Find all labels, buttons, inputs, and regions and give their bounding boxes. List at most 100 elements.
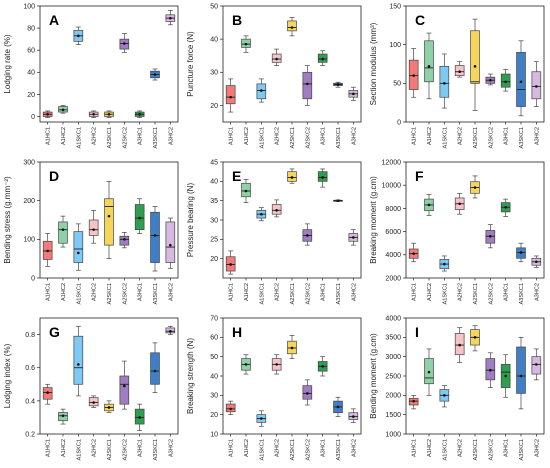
box-mean: [260, 212, 263, 216]
y-tick-label: 100: [23, 3, 35, 10]
box-mean: [489, 368, 492, 372]
box-mean: [352, 92, 355, 96]
box-mean: [107, 406, 111, 409]
box-a3hc2: [165, 325, 176, 335]
panel-letter: G: [49, 324, 60, 340]
panel-letter: H: [232, 324, 242, 340]
x-tick-label: A2HC2: [458, 439, 464, 457]
y-tick-label: 40: [210, 37, 218, 44]
panel-e: 20 25 30 35 40 45 Pressure bearing (N) E A1HC1 A1…: [186, 159, 362, 304]
box-a2skc2: [302, 223, 313, 246]
box-mean: [290, 26, 294, 29]
box-mean: [443, 394, 446, 397]
box-a3hc2: [348, 229, 359, 246]
box-mean: [61, 414, 65, 418]
box-mean: [244, 363, 248, 366]
x-tick-label: A1HC1: [46, 439, 52, 457]
box-a3hc1: [317, 168, 328, 188]
box-a2hc2: [88, 209, 99, 244]
box-a3skc1: [333, 199, 343, 202]
box-a1skc1: [73, 223, 84, 271]
box-a2hc2: [454, 327, 465, 363]
panel-letter: B: [232, 12, 242, 28]
y-tick-label: 2500: [385, 373, 401, 380]
y-tick-label: 30: [210, 217, 218, 224]
box-mean: [290, 176, 294, 179]
box-mean: [123, 42, 126, 45]
box-a1hc1: [408, 394, 419, 410]
x-tick-label: A1SKC1: [259, 127, 265, 148]
box-a1skc1: [439, 255, 450, 272]
box-mean: [427, 65, 431, 68]
y-axis-title: Lodging rate (%): [3, 34, 12, 93]
y-tick-label: 6000: [385, 229, 401, 236]
x-tick-label: A2SKC1: [107, 283, 113, 304]
panel-a: 0 20 40 60 80 100 Lodging rate (%) A A1HC1 A1HC2 A…: [3, 3, 179, 148]
box-a1skc1: [256, 410, 267, 427]
x-tick-label: A3SKC1: [519, 439, 525, 460]
box-mean: [519, 251, 523, 254]
box-a2skc2: [302, 65, 313, 106]
x-tick-label: A3SKC1: [336, 439, 342, 460]
box-mean: [504, 205, 507, 209]
x-tick-label: A3HC1: [138, 127, 144, 145]
y-tick-label: 35: [210, 198, 218, 205]
box-a3hc1: [500, 354, 511, 398]
box-a1skc1: [73, 26, 84, 46]
y-tick-label: 30: [210, 393, 218, 400]
box-mean: [61, 228, 65, 231]
box-mean: [306, 392, 309, 395]
box-mean: [107, 214, 111, 218]
x-tick-label: A3HC1: [504, 283, 510, 301]
y-tick-label: 200: [23, 198, 35, 205]
box-a2skc2: [302, 379, 313, 406]
box-mean: [107, 112, 111, 116]
box-a1hc1: [408, 242, 419, 263]
y-tick-label: 0.4: [25, 398, 35, 405]
box-a3hc2: [531, 255, 542, 268]
y-tick-label: 100: [389, 42, 401, 49]
panel-letter: F: [415, 168, 424, 184]
box-mean: [229, 263, 232, 266]
box-a3hc1: [134, 198, 145, 234]
box-a1hc2: [424, 194, 434, 216]
box-mean: [519, 374, 523, 378]
panel-h: 10 20 30 40 50 60 70 Breaking strength (N) H A1HC…: [186, 315, 362, 460]
x-tick-label: A1HC2: [244, 283, 250, 301]
x-tick-label: A2SKC1: [290, 283, 296, 304]
box-iqr: [88, 219, 99, 236]
x-tick-label: A1HC1: [229, 127, 235, 145]
x-tick-label: A2SKC2: [305, 439, 311, 460]
box-a3hc1: [317, 356, 328, 377]
box-mean: [244, 42, 248, 46]
box-a3hc2: [531, 348, 542, 381]
x-tick-label: A2SKC1: [107, 439, 113, 460]
x-tick-label: A1SKC1: [442, 439, 448, 460]
y-tick-label: 1000: [385, 431, 401, 438]
box-a2hc2: [271, 199, 282, 218]
box-a1hc2: [241, 35, 251, 53]
x-tick-label: A1HC1: [229, 439, 235, 457]
y-tick-label: 40: [27, 70, 35, 77]
plot-frame: [39, 5, 179, 123]
x-tick-label: A1HC2: [427, 439, 433, 457]
x-tick-label: A1HC2: [427, 283, 433, 301]
box-mean: [336, 405, 340, 409]
x-tick-label: A2SKC1: [107, 127, 113, 148]
box-iqr: [58, 221, 68, 244]
box-a2hc2: [454, 61, 465, 78]
box-a2skc1: [287, 168, 297, 184]
box-a3skc1: [333, 396, 343, 417]
box-iqr: [287, 20, 297, 32]
x-tick-label: A3HC2: [534, 283, 540, 301]
box-a3hc1: [317, 50, 328, 67]
y-tick-label: 10000: [382, 183, 402, 190]
box-a3skc1: [516, 242, 526, 263]
y-tick-label: 80: [27, 25, 35, 32]
box-iqr: [119, 375, 130, 405]
x-tick-label: A1SKC1: [76, 283, 82, 304]
x-tick-label: A1HC1: [412, 283, 418, 301]
box-a2skc2: [485, 352, 496, 388]
panel-letter: D: [49, 168, 59, 184]
